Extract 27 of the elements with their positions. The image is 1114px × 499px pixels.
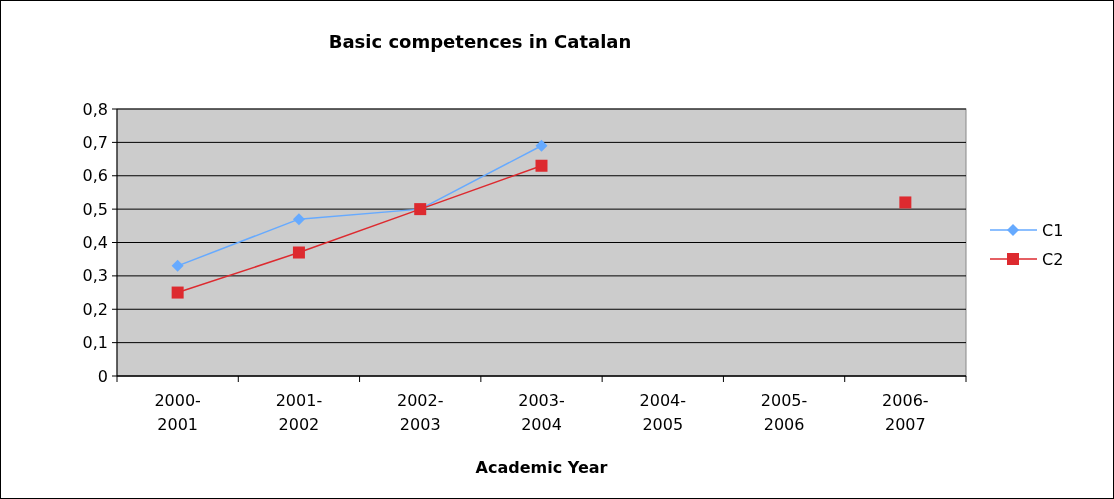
y-tick-label: 0,2 <box>82 299 108 319</box>
y-tick-label: 0,1 <box>82 333 108 353</box>
point <box>899 196 912 209</box>
point <box>171 259 184 272</box>
x-tick-label: 2004-2005 <box>639 391 687 434</box>
point <box>535 139 548 152</box>
point <box>171 286 184 299</box>
y-tick-label: 0,6 <box>82 166 108 186</box>
x-tick-label: 2003-2004 <box>518 391 565 434</box>
y-tick-label: 0 <box>97 366 108 386</box>
point <box>535 159 548 172</box>
x-tick-label: 2002-2003 <box>396 391 444 434</box>
x-axis-title: Academic Year <box>475 458 608 477</box>
y-tick-label: 0,5 <box>82 199 108 219</box>
x-tick-label: 2001-2002 <box>275 391 323 434</box>
x-tick-label: 2000-2001 <box>154 391 201 434</box>
y-tick-label: 0,4 <box>82 233 108 253</box>
y-tick-label: 0,3 <box>82 266 108 286</box>
x-tick-label: 2006-2007 <box>882 391 929 434</box>
legend-label: C2 <box>1042 249 1064 269</box>
point <box>292 246 305 259</box>
chart-title: Basic competences in Catalan <box>328 31 632 52</box>
legend-label: C1 <box>1042 220 1064 240</box>
y-tick-label: 0,8 <box>82 99 108 119</box>
x-tick-label: 2005-2006 <box>760 391 808 434</box>
y-tick-label: 0,7 <box>82 132 108 152</box>
point <box>292 213 305 226</box>
